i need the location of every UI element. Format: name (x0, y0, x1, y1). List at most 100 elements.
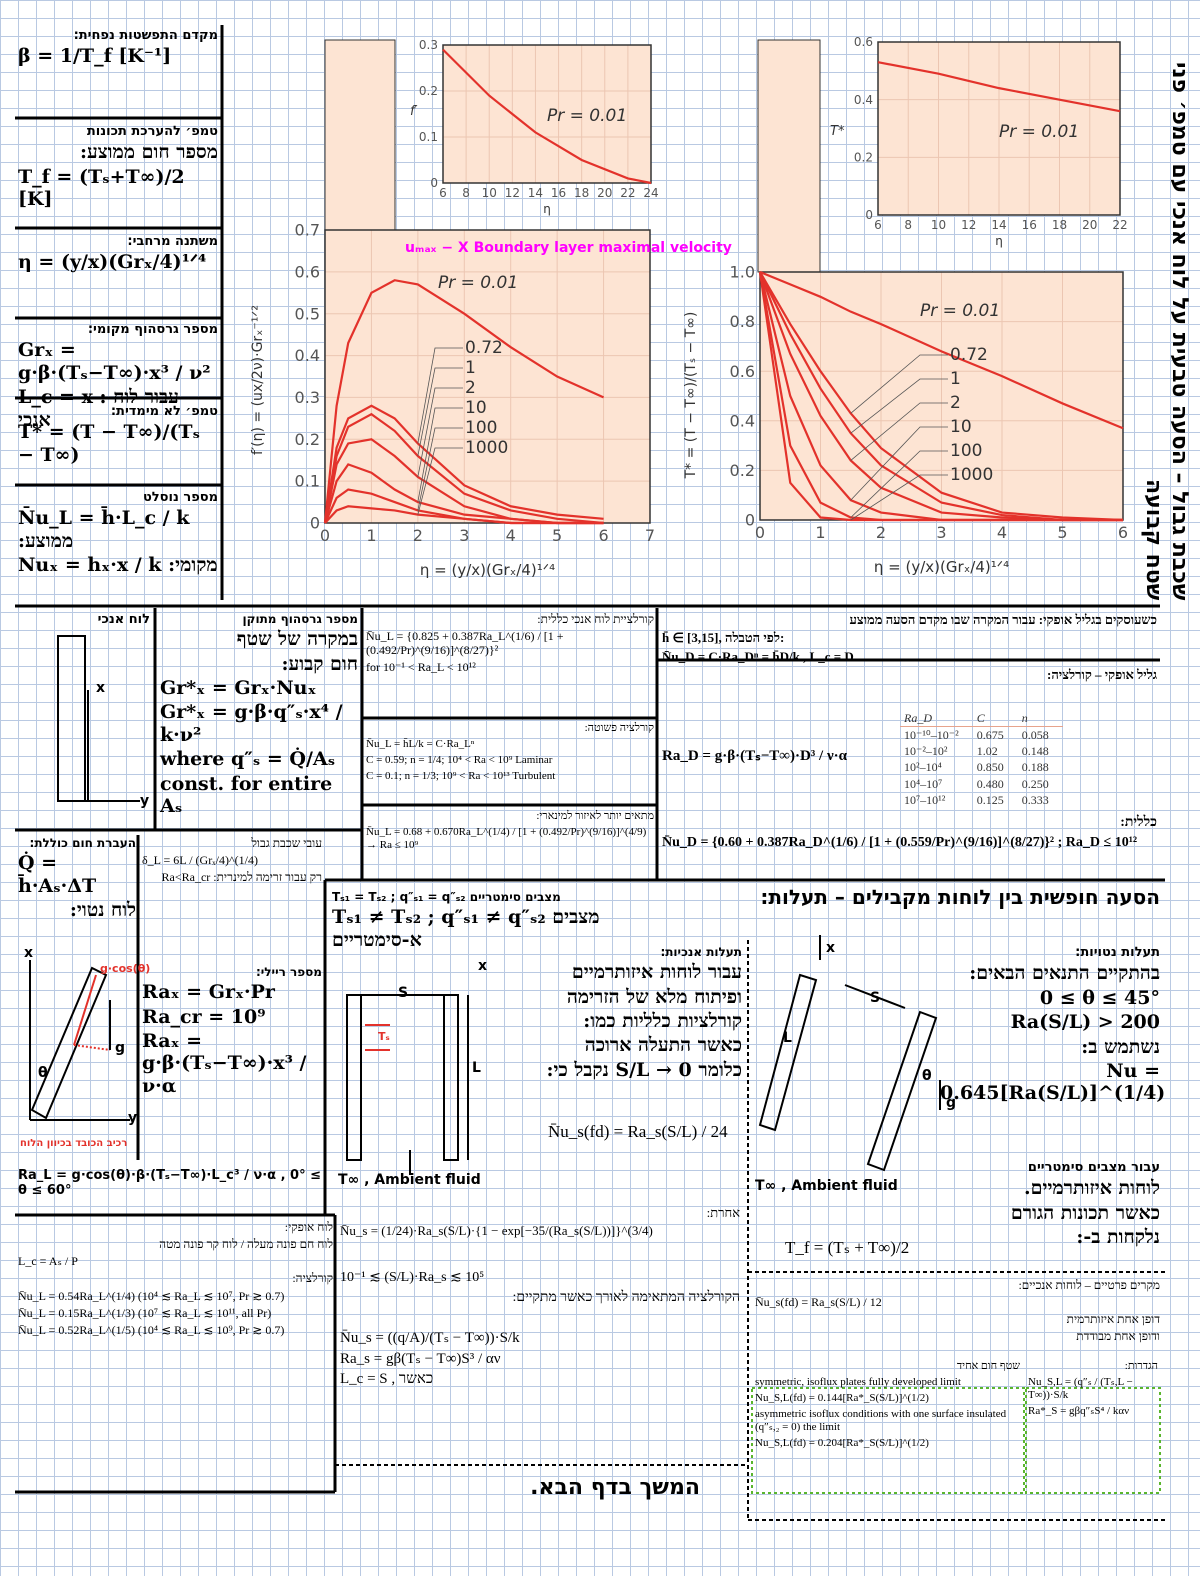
text-line: Nuₓ = hₓ·x / k :מקומי (18, 554, 218, 577)
side-title: שכבת גבול – הסעה טבעית על לוח אנכי עם טמ… (1140, 40, 1192, 600)
text-line: Gr*ₓ = g·β·q″ₛ·x⁴ / k·ν² (160, 701, 343, 746)
series-line (323, 404, 604, 524)
diagram-label: g (115, 1040, 126, 1056)
series-line (442, 48, 652, 185)
text-line: תעלות נטויות: (1075, 945, 1160, 960)
leader-line (850, 474, 948, 521)
text-line: ודופן אחת מבודדת (1076, 1329, 1160, 1344)
series-line (323, 412, 604, 525)
text-line: N̄u_s = (1/24)·Ra_s(S/L)·{1 − exp[−35/(R… (340, 1223, 653, 1239)
note-block: מתאים יותר לאיזור למינארי: N̄u_L = 0.68 +… (366, 810, 654, 855)
text-line: הסעה חופשית בין לוחות מקבילים – תעלות: (760, 885, 1160, 909)
plot-area (325, 230, 650, 523)
text-line: מספר חום ממוצע: (79, 141, 218, 164)
text-line: דופן אחת איזותרמית (1066, 1312, 1160, 1327)
table-cell: 0.148 (1021, 744, 1049, 759)
legend-label: 2 (465, 378, 476, 398)
text-line: מספר נוסלט (142, 490, 218, 505)
x-tick-label: 3 (936, 523, 946, 542)
text-line: במקרה של שטף (236, 628, 358, 651)
note-block: מספר גרסהוף מתוקן במקרה של שטף חום קבוע: Gr… (160, 612, 358, 817)
diagram-label: L (783, 1030, 792, 1046)
y-tick-label: 0.5 (295, 304, 320, 323)
text-line: where q″ₛ = Q̇/Aₛ (160, 748, 336, 771)
note-block: כשעוסקים בגליל אופקי: עבור המקרה שבו מקד… (662, 612, 1157, 685)
text-line: העברת חום כוללת: (29, 836, 136, 850)
diagram-label: x (96, 680, 106, 696)
y-tick-label: 0.4 (295, 346, 320, 365)
leader-line (417, 367, 463, 457)
note-block: מספר ריילי: Raₓ = Grₓ·Pr Ra_cr = 10⁹ Raₓ = … (142, 965, 322, 1097)
text-line: L_c = S , כאשר (340, 1371, 434, 1388)
tilted-plate-diagram (29, 960, 130, 1121)
leader-line (850, 354, 948, 414)
diagram-label: S (870, 990, 881, 1006)
text-line: תעלות אנכיות: (660, 945, 742, 959)
text-line: המשך בדף הבא. (530, 1475, 700, 1500)
table-cell: 0.058 (1021, 728, 1049, 743)
y-axis-label: T* (830, 124, 845, 139)
diagram-label: x (24, 945, 34, 961)
note-block: Ra_D = g·β·(Tₛ−T∞)·D³ / ν·α (662, 748, 897, 769)
text-line: שטף חום אחיד (956, 1360, 1020, 1372)
text-line: כאשר התעלה ארוכה (584, 1034, 742, 1057)
x-tick-label: 8 (462, 186, 470, 200)
x-tick-label: 0 (755, 523, 765, 542)
y-tick-label: 0 (745, 511, 755, 530)
text-line: Nu_S,L(fd) = 0.204[Ra*_S(S/L)]^(1/2) (755, 1436, 929, 1449)
x-tick-label: 5 (1057, 523, 1067, 542)
plot-frame (442, 44, 652, 184)
text-line: הקורלציה המתאימה לאורך כאשר מתקיים: (512, 1289, 740, 1305)
x-tick-label: 1 (366, 526, 376, 545)
note-block: Tₛ₁ = Tₛ₂ ; q″ₛ₁ = q″ₛ₂ מצבים סימטריים Tₛ… (332, 890, 652, 951)
text-line: T_f = (Tₛ+T∞)/2 [K] (18, 165, 185, 211)
x-tick-label: 24 (643, 186, 658, 200)
text-line: Ra(S/L) > 200 (1010, 1011, 1160, 1034)
text-line: כאשר תכונות הגורם (1010, 1201, 1160, 1224)
text-line: לוח חם פונה מעלה / לוח קר פונה מטה (159, 1237, 333, 1252)
diagram-label: T∞ , Ambient fluid (755, 1178, 898, 1194)
table-row: 10⁴–10⁷ 0.480 0.250 (900, 776, 1063, 792)
legend-label: Pr = 0.01 (438, 273, 518, 293)
y-tick-label: 0.2 (419, 84, 438, 98)
text-line: C = 0.1; n = 1/3; 10⁹ < Ra < 10¹³ Turbul… (366, 769, 556, 782)
text-line: δ_L = 6L / (Grₓ/4)^(1/4) (142, 853, 258, 868)
y-tick-label: 0.2 (854, 151, 873, 165)
text-line: 0 ≤ θ ≤ 45° (1039, 986, 1160, 1009)
y-tick-label: 0.4 (730, 411, 755, 430)
series-line (323, 279, 605, 524)
x-tick-label: 4 (506, 526, 516, 545)
tilted-channel-diagram (758, 935, 941, 1172)
table-row: 10⁻²–10² 1.02 0.148 (900, 743, 1063, 759)
series-line (877, 61, 1121, 113)
note-block: N̄u_s = ((q/A)/(Tₛ − T∞))·S/k Ra_s = gβ(T… (340, 1330, 740, 1392)
text-line: N̄u_D = C·Ra_Dⁿ = h̄D/k , L_c = D (662, 648, 854, 664)
text-line: η = (y/x)(Grₓ/4)¹ᐟ⁴ (18, 251, 207, 274)
x-tick-label: 14 (528, 186, 543, 200)
table-cell: 10⁻¹⁰–10⁻² (904, 728, 959, 743)
note-block: עבור מצבים סימטריים לוחות איזותרמיים. כאשר… (935, 1160, 1160, 1249)
table-cell: Ra_D (900, 710, 973, 728)
text-line: N̄u_L = 0.52Ra_L^(1/5) (10⁴ ≲ Ra_L ≲ 10⁹… (18, 1322, 285, 1337)
plot-frame (877, 41, 1121, 216)
text-line: עובי שכבת גבול (251, 836, 322, 850)
text-line: אחרת: (706, 1205, 740, 1220)
table-cell: 0.333 (1021, 792, 1049, 807)
text-line: Nu = 0.645[Ra(S/L)]^(1/4) (940, 1059, 1166, 1105)
note-block: קורלציית לוח אנכי כללית: N̄u_L = {0.825 +… (366, 612, 654, 678)
text-line: asymmetric isoflux conditions with one s… (755, 1407, 1007, 1433)
text-line: משתנה מרחבי: (127, 234, 218, 249)
note-block: מקרים פרטיים – לוחות אנכיים: N̄u_s(fd) = … (755, 1278, 1160, 1347)
plot-frame (324, 229, 651, 524)
y-tick-label: 1.0 (730, 263, 755, 282)
text-line: T_f = (Tₛ + T∞)/2 (785, 1238, 910, 1257)
series-line (758, 271, 1123, 522)
text-line: Tₛ₁ ≠ Tₛ₂ ; q″ₛ₁ ≠ q″ₛ₂ מצבים א-סימטריים (332, 906, 600, 951)
x-tick-label: 14 (991, 218, 1006, 232)
y-tick-label: 0 (430, 176, 438, 190)
text-line: מקדם התפשטות נפחית: (73, 28, 218, 43)
text-line: symmetric, isoflux plates fully develope… (755, 1375, 961, 1388)
text-line: N̄u_L = 0.68 + 0.670Ra_L^(1/4) / [1 + (0… (366, 825, 647, 851)
text-line: Raₓ = g·β·(Tₛ−T∞)·x³ / ν·α (142, 1029, 307, 1097)
